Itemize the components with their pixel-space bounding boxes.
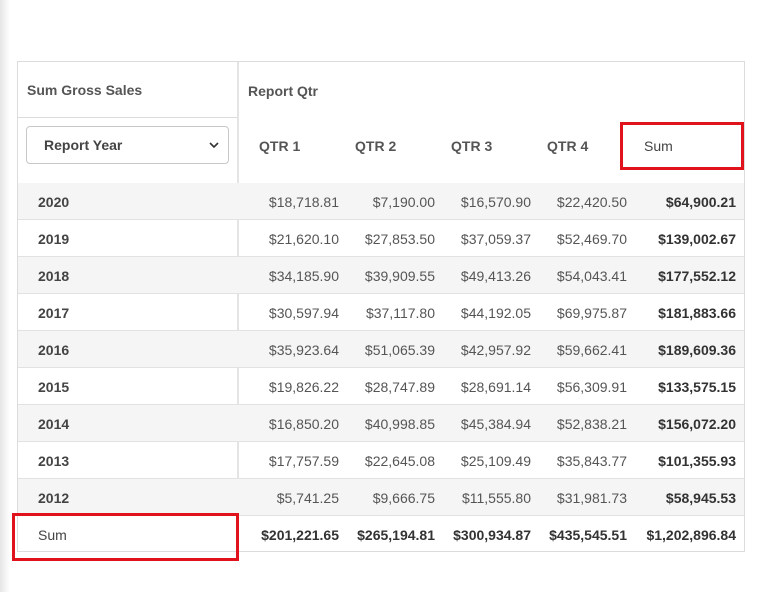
column-divider — [237, 62, 239, 551]
value-cell: $40,998.85 — [364, 415, 435, 432]
value-cell: $17,757.59 — [268, 452, 339, 469]
value-cell: $35,923.64 — [268, 341, 339, 358]
header-divider — [18, 117, 237, 118]
value-cell: $22,420.50 — [556, 193, 627, 210]
page-edge-shadow — [0, 0, 10, 592]
value-cell: $42,957.92 — [460, 341, 531, 358]
value-cell: $49,413.26 — [460, 267, 531, 284]
value-cell: $16,850.20 — [268, 415, 339, 432]
row-year-label: 2012 — [38, 489, 70, 506]
column-total-cell: $1,202,896.84 — [646, 526, 736, 543]
value-cell: $19,826.22 — [268, 378, 339, 395]
value-cell: $18,718.81 — [268, 193, 339, 210]
column-header-qtr3[interactable]: QTR 3 — [451, 138, 493, 154]
value-cell: $28,747.89 — [364, 378, 435, 395]
row-total-cell: $189,609.36 — [658, 341, 736, 358]
value-cell: $52,838.21 — [556, 415, 627, 432]
table-row — [18, 220, 744, 257]
value-cell: $52,469.70 — [556, 230, 627, 247]
column-total-cell: $265,194.81 — [357, 526, 435, 543]
row-year-label: 2014 — [38, 415, 70, 432]
value-cell: $5,741.25 — [276, 489, 339, 506]
row-total-cell: $101,355.93 — [658, 452, 736, 469]
value-field-header: Sum Gross Sales — [27, 82, 143, 98]
column-total-cell: $435,545.51 — [549, 526, 627, 543]
row-year-label: 2020 — [38, 193, 70, 210]
report-year-select-value: Report Year — [44, 137, 123, 153]
value-cell: $7,190.00 — [372, 193, 435, 210]
row-total-cell: $156,072.20 — [658, 415, 736, 432]
pivot-table: Sum Gross Sales Report Qtr Report Year Q… — [12, 61, 745, 561]
total-row-label: Sum — [38, 526, 67, 543]
table-row — [18, 405, 744, 442]
sum-column-highlight — [620, 122, 744, 170]
column-header-sum[interactable]: Sum — [644, 138, 673, 154]
value-cell: $22,645.08 — [364, 452, 435, 469]
value-cell: $59,662.41 — [556, 341, 627, 358]
column-field-header[interactable]: Report Qtr — [248, 83, 318, 99]
value-cell: $37,117.80 — [365, 304, 435, 321]
report-year-select[interactable]: Report Year — [26, 126, 229, 164]
table-row — [18, 479, 744, 516]
row-year-label: 2013 — [38, 452, 70, 469]
value-cell: $31,981.73 — [556, 489, 627, 506]
row-total-cell: $133,575.15 — [658, 378, 736, 395]
value-cell: $44,192.05 — [460, 304, 531, 321]
row-year-label: 2018 — [38, 267, 70, 284]
value-cell: $9,666.75 — [372, 489, 435, 506]
row-total-cell: $177,552.12 — [658, 267, 736, 284]
table-row — [18, 183, 744, 220]
table-row — [18, 294, 744, 331]
row-year-label: 2019 — [38, 230, 70, 247]
row-total-cell: $58,945.53 — [665, 489, 736, 506]
value-cell: $54,043.41 — [556, 267, 627, 284]
chevron-down-icon — [209, 142, 219, 149]
value-cell: $69,975.87 — [556, 304, 627, 321]
table-row — [18, 442, 744, 479]
row-year-label: 2017 — [38, 304, 70, 321]
value-cell: $30,597.94 — [268, 304, 339, 321]
row-total-cell: $181,883.66 — [658, 304, 736, 321]
value-cell: $25,109.49 — [460, 452, 531, 469]
value-cell: $27,853.50 — [364, 230, 435, 247]
column-header-qtr4[interactable]: QTR 4 — [547, 138, 589, 154]
value-cell: $51,065.39 — [364, 341, 435, 358]
row-year-label: 2016 — [38, 341, 70, 358]
value-cell: $28,691.14 — [460, 378, 531, 395]
table-row — [18, 257, 744, 294]
row-total-cell: $139,002.67 — [658, 230, 736, 247]
value-cell: $37,059.37 — [460, 230, 531, 247]
column-total-cell: $201,221.65 — [261, 526, 339, 543]
column-header-qtr1[interactable]: QTR 1 — [259, 138, 301, 154]
value-cell: $16,570.90 — [460, 193, 531, 210]
value-cell: $45,384.94 — [460, 415, 531, 432]
value-cell: $35,843.77 — [556, 452, 627, 469]
row-year-label: 2015 — [38, 378, 70, 395]
value-cell: $39,909.55 — [364, 267, 435, 284]
value-cell: $11,555.80 — [461, 489, 531, 506]
table-row — [18, 368, 744, 405]
value-cell: $21,620.10 — [268, 230, 339, 247]
value-cell: $56,309.91 — [556, 378, 627, 395]
value-cell: $34,185.90 — [268, 267, 339, 284]
row-total-cell: $64,900.21 — [665, 193, 736, 210]
sum-row-highlight — [12, 513, 239, 561]
column-header-qtr2[interactable]: QTR 2 — [355, 138, 397, 154]
column-total-cell: $300,934.87 — [453, 526, 531, 543]
table-row — [18, 331, 744, 368]
